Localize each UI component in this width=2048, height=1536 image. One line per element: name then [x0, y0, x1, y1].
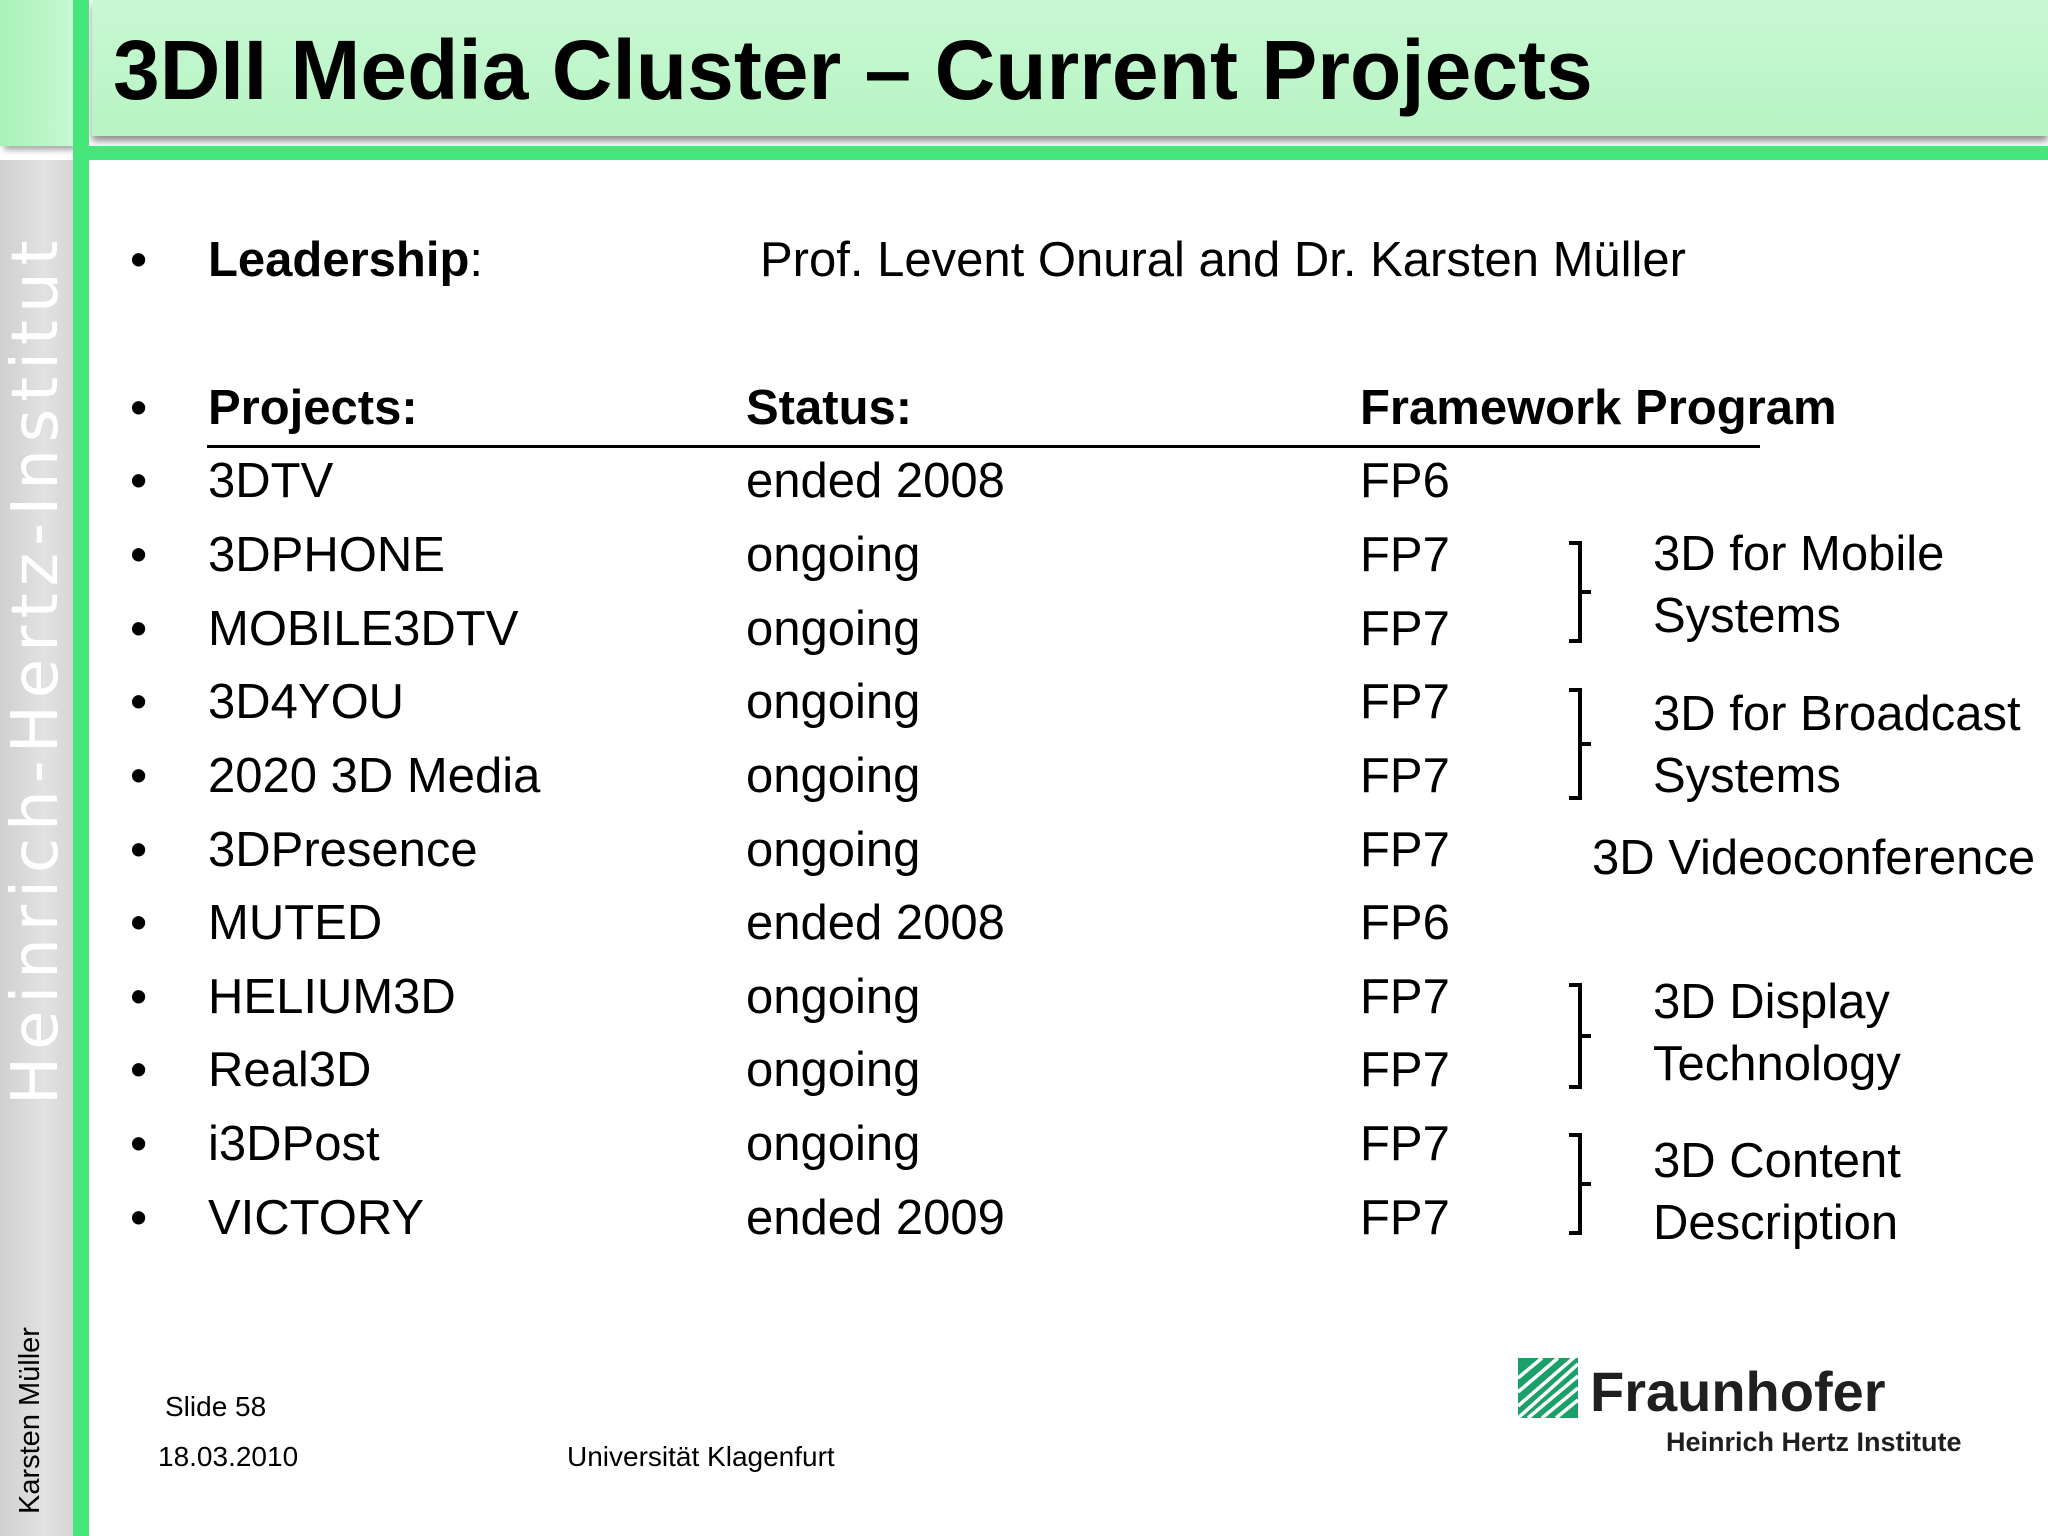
- table-row: • MOBILE3DTV ongoing FP7: [0, 594, 2048, 664]
- group-label-videoconference: 3D Videoconference: [1592, 827, 2035, 889]
- bullet: •: [130, 602, 148, 656]
- project-framework: FP6: [1360, 896, 1450, 950]
- project-framework: FP7: [1360, 1043, 1450, 1097]
- project-name: HELIUM3D: [208, 970, 456, 1024]
- group-brace: [1566, 982, 1594, 1090]
- group-brace: [1566, 540, 1594, 644]
- project-status: ended 2008: [746, 454, 1005, 508]
- bullet: •: [130, 823, 148, 877]
- project-framework: FP7: [1360, 1191, 1450, 1245]
- bullet: •: [130, 896, 148, 950]
- group-label-line: 3D for Mobile: [1653, 527, 1945, 581]
- slide-date: 18.03.2010: [158, 1441, 299, 1472]
- table-row: • 3D4YOU ongoing FP7: [0, 667, 2048, 737]
- bullet: •: [130, 1117, 148, 1171]
- bullet: •: [130, 233, 148, 287]
- project-status: ongoing: [746, 602, 921, 656]
- fraunhofer-logo-subtitle: Heinrich Hertz Institute: [1666, 1427, 1962, 1457]
- bullet: •: [130, 675, 148, 729]
- group-label-line: Systems: [1653, 749, 1841, 803]
- leadership-row: • Leadership: Prof. Levent Onural and Dr…: [0, 225, 2048, 295]
- table-row: • HELIUM3D ongoing FP7: [0, 962, 2048, 1032]
- project-status: ongoing: [746, 528, 921, 582]
- project-framework: FP6: [1360, 454, 1450, 508]
- slide-number: Slide 58: [165, 1391, 267, 1422]
- project-name: 3DTV: [208, 454, 334, 508]
- group-label-line: Description: [1653, 1196, 1899, 1250]
- table-row: • 3DTV ended 2008 FP6: [0, 446, 2048, 516]
- fraunhofer-logo-icon: [1516, 1352, 1580, 1420]
- corner-box: [0, 0, 73, 146]
- project-status: ongoing: [746, 749, 921, 803]
- project-status: ended 2009: [746, 1191, 1005, 1245]
- header-status: Status:: [746, 381, 913, 435]
- project-framework: FP7: [1360, 970, 1450, 1024]
- project-framework: FP7: [1360, 823, 1450, 877]
- project-framework: FP7: [1360, 749, 1450, 803]
- slide-title: 3DII Media Cluster – Current Projects: [113, 23, 1593, 117]
- leadership-value: Prof. Levent Onural and Dr. Karsten Müll…: [760, 233, 1686, 287]
- table-row: • MUTED ended 2008 FP6: [0, 888, 2048, 958]
- group-label-line: 3D Videoconference: [1592, 831, 2036, 885]
- project-name: 2020 3D Media: [208, 749, 541, 803]
- bullet: •: [130, 749, 148, 803]
- group-label-line: Technology: [1653, 1037, 1901, 1091]
- project-status: ongoing: [746, 1117, 921, 1171]
- bullet: •: [130, 1191, 148, 1245]
- bullet: •: [130, 1043, 148, 1097]
- project-name: Real3D: [208, 1043, 372, 1097]
- table-row: • 3DPHONE ongoing FP7: [0, 520, 2048, 590]
- table-row: • 2020 3D Media ongoing FP7: [0, 741, 2048, 811]
- project-status: ongoing: [746, 675, 921, 729]
- group-label-broadcast: 3D for Broadcast Systems: [1653, 683, 2021, 807]
- project-name: MUTED: [208, 896, 383, 950]
- project-name: i3DPost: [208, 1117, 380, 1171]
- leadership-label: Leadership: [208, 233, 470, 287]
- group-label-line: 3D Content: [1653, 1134, 1901, 1188]
- header-projects: Projects:: [208, 381, 418, 435]
- bullet: •: [130, 528, 148, 582]
- project-status: ongoing: [746, 1043, 921, 1097]
- table-row: • Real3D ongoing FP7: [0, 1035, 2048, 1105]
- project-status: ended 2008: [746, 896, 1005, 950]
- project-framework: FP7: [1360, 1117, 1450, 1171]
- group-label-content: 3D Content Description: [1653, 1130, 1901, 1254]
- group-label-display: 3D Display Technology: [1653, 971, 1901, 1095]
- bullet: •: [130, 454, 148, 508]
- table-row: • 3DPresence ongoing FP7: [0, 815, 2048, 885]
- table-row: • i3DPost ongoing FP7: [0, 1109, 2048, 1179]
- group-label-mobile: 3D for Mobile Systems: [1653, 523, 1944, 647]
- header-underline: [207, 445, 1760, 448]
- project-framework: FP7: [1360, 602, 1450, 656]
- project-status: ongoing: [746, 823, 921, 877]
- project-name: MOBILE3DTV: [208, 602, 519, 656]
- university-name: Universität Klagenfurt: [567, 1441, 835, 1472]
- title-bar: [92, 0, 2048, 136]
- bullet: •: [130, 381, 148, 435]
- side-bar: [0, 160, 73, 1536]
- project-framework: FP7: [1360, 528, 1450, 582]
- fraunhofer-logo-name: Fraunhofer: [1590, 1360, 1886, 1423]
- project-status: ongoing: [746, 970, 921, 1024]
- project-name: 3D4YOU: [208, 675, 405, 729]
- bullet: •: [130, 970, 148, 1024]
- group-label-line: 3D Display: [1653, 975, 1890, 1029]
- sidebar-author-name: Karsten Müller: [14, 1327, 46, 1514]
- header-framework: Framework Program: [1360, 381, 1837, 435]
- group-brace: [1566, 1132, 1594, 1236]
- project-name: 3DPresence: [208, 823, 478, 877]
- green-divider-vertical: [73, 0, 89, 1536]
- leadership-colon: :: [469, 233, 484, 287]
- project-name: VICTORY: [208, 1191, 425, 1245]
- group-label-line: 3D for Broadcast: [1653, 687, 2021, 741]
- table-row: • VICTORY ended 2009 FP7: [0, 1183, 2048, 1253]
- project-name: 3DPHONE: [208, 528, 445, 582]
- green-divider-horizontal: [73, 146, 2048, 160]
- table-header-row: • Projects: Status: Framework Program: [0, 373, 2048, 443]
- group-label-line: Systems: [1653, 589, 1841, 643]
- leadership-label-group: Leadership:: [208, 225, 483, 295]
- project-framework: FP7: [1360, 675, 1450, 729]
- group-brace: [1566, 687, 1594, 801]
